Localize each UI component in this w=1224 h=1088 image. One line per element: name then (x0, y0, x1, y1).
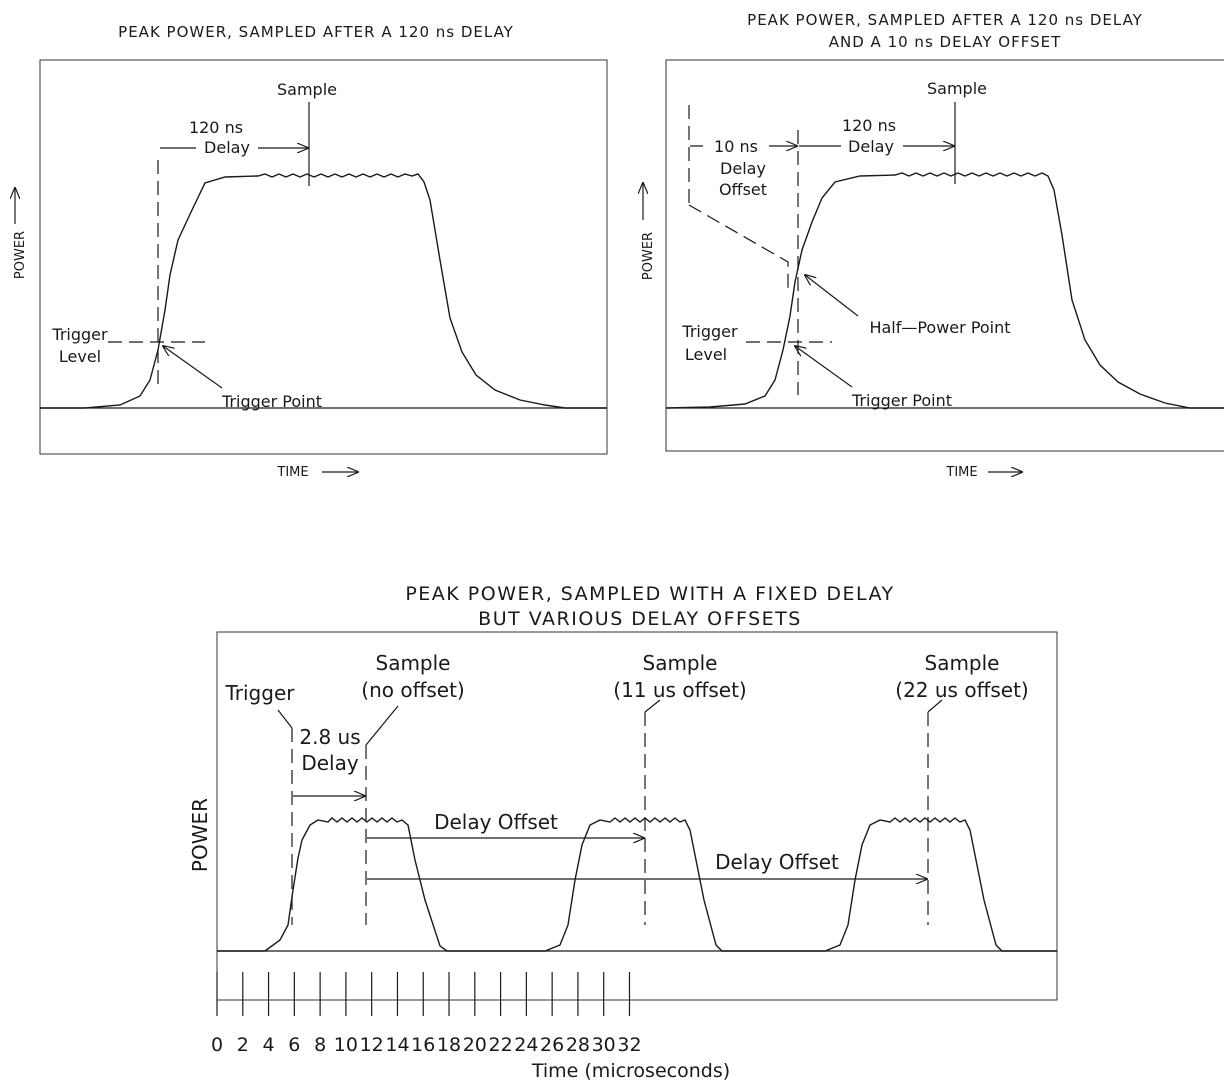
panel-c-sample-1a: Sample (376, 651, 451, 675)
panel-c-xlabel: Time (microseconds) (531, 1060, 730, 1082)
panel-c-trigger-label: Trigger (225, 681, 296, 705)
panel-b-title-2: AND A 10 ns DELAY OFFSET (829, 33, 1062, 51)
panel-c-offset-label-2: Delay Offset (715, 850, 839, 874)
panel-a-trigger-level-1: Trigger (51, 325, 108, 344)
panel-b-delay-word-bg (841, 137, 903, 155)
panel-b-title-1: PEAK POWER, SAMPLED AFTER A 120 ns DELAY (747, 11, 1143, 29)
panel-b-ylabel: POWER (641, 232, 656, 280)
time-tick-label-14: 14 (385, 1034, 409, 1056)
panel-b-offset-value: 10 ns (714, 137, 758, 156)
panel-c-sample-2b: (11 us offset) (613, 678, 746, 702)
time-tick-label-26: 26 (540, 1034, 564, 1056)
time-tick-label-22: 22 (488, 1034, 512, 1056)
time-tick-label-16: 16 (411, 1034, 435, 1056)
panel-c-frame (216, 631, 1058, 1001)
time-tick-label-6: 6 (288, 1034, 300, 1056)
panel-c-sample-3a: Sample (925, 651, 1000, 675)
panel-a-trigger-point-label: Trigger Point (221, 392, 322, 411)
panel-a: PEAK POWER, SAMPLED AFTER A 120 ns DELAY… (13, 23, 608, 480)
panel-a-frame (39, 59, 608, 455)
time-tick-label-30: 30 (592, 1034, 616, 1056)
time-tick-label-18: 18 (437, 1034, 461, 1056)
panel-a-trigger-point-pointer (163, 346, 223, 389)
time-tick-label-12: 12 (360, 1034, 384, 1056)
time-tick-label-32: 32 (617, 1034, 641, 1056)
panel-c-trigger-leader (277, 709, 293, 729)
panel-c-sample-1b: (no offset) (361, 678, 464, 702)
time-tick-label-2: 2 (237, 1034, 249, 1056)
panel-b-frame (665, 59, 1224, 452)
panel-b-trigger-point-label: Trigger Point (851, 391, 952, 410)
panel-a-delay-value: 120 ns (189, 118, 243, 137)
panel-c-sample-2a: Sample (643, 651, 718, 675)
panel-b-offset-word-1: Delay (720, 159, 766, 178)
panel-a-pulse-curve (40, 173, 607, 409)
time-tick-label-10: 10 (334, 1034, 358, 1056)
time-tick-label-28: 28 (566, 1034, 590, 1056)
panel-c: PEAK POWER, SAMPLED WITH A FIXED DELAY B… (188, 583, 1058, 1082)
panel-c-sample-leader-2 (644, 699, 661, 713)
time-tick-label-8: 8 (314, 1034, 326, 1056)
panel-a-xlabel: TIME (276, 465, 308, 480)
time-tick-label-24: 24 (514, 1034, 538, 1056)
panel-c-ylabel: POWER (188, 798, 212, 872)
panel-b-offset-drop-line (688, 204, 789, 290)
panel-b-pulse-curve (665, 172, 1224, 409)
panel-b-halfpower-pointer (805, 275, 859, 317)
panel-c-delay-word: Delay (301, 751, 359, 775)
panel-b-halfpower-label: Half—Power Point (869, 318, 1010, 337)
panel-b-sample-label: Sample (927, 79, 987, 98)
panel-c-sample-leader-1 (365, 705, 399, 746)
panel-b-delay-word: Delay (848, 137, 894, 156)
panel-b-delay-value: 120 ns (842, 116, 896, 135)
panel-c-title-1: PEAK POWER, SAMPLED WITH A FIXED DELAY (405, 583, 894, 605)
panel-b-offset-word-2: Offset (719, 180, 767, 199)
panel-b-trigger-level-1: Trigger (681, 322, 738, 341)
time-tick-label-20: 20 (463, 1034, 487, 1056)
panel-c-title-2: BUT VARIOUS DELAY OFFSETS (478, 608, 802, 630)
panel-c-time-axis: 0 4 8 12 16 20 24 28 322 6 10 14 18 22 26 30 (211, 972, 642, 1056)
panel-b-offset-value-bg (703, 137, 769, 155)
panel-c-pulse-curve (217, 817, 1057, 952)
panel-b: PEAK POWER, SAMPLED AFTER A 120 ns DELAY… (641, 11, 1224, 480)
panel-b-xlabel: TIME (945, 465, 977, 480)
panel-a-trigger-level-2: Level (59, 347, 101, 366)
panel-a-delay-word-bg (196, 139, 258, 157)
panel-c-sample-3b: (22 us offset) (895, 678, 1028, 702)
panel-b-trigger-point-pointer (795, 346, 853, 388)
panel-c-delay-value: 2.8 us (299, 725, 360, 749)
panel-a-sample-label: Sample (277, 80, 337, 99)
panel-a-ylabel: POWER (13, 231, 28, 279)
panel-c-offset-label-1: Delay Offset (434, 810, 558, 834)
time-tick-label-0: 0 (211, 1034, 223, 1056)
time-tick-label-4: 4 (263, 1034, 275, 1056)
panel-a-delay-word: Delay (204, 138, 250, 157)
panel-c-sample-leader-3 (927, 699, 943, 713)
panel-b-trigger-level-2: Level (685, 345, 727, 364)
panel-a-title: PEAK POWER, SAMPLED AFTER A 120 ns DELAY (118, 23, 514, 41)
